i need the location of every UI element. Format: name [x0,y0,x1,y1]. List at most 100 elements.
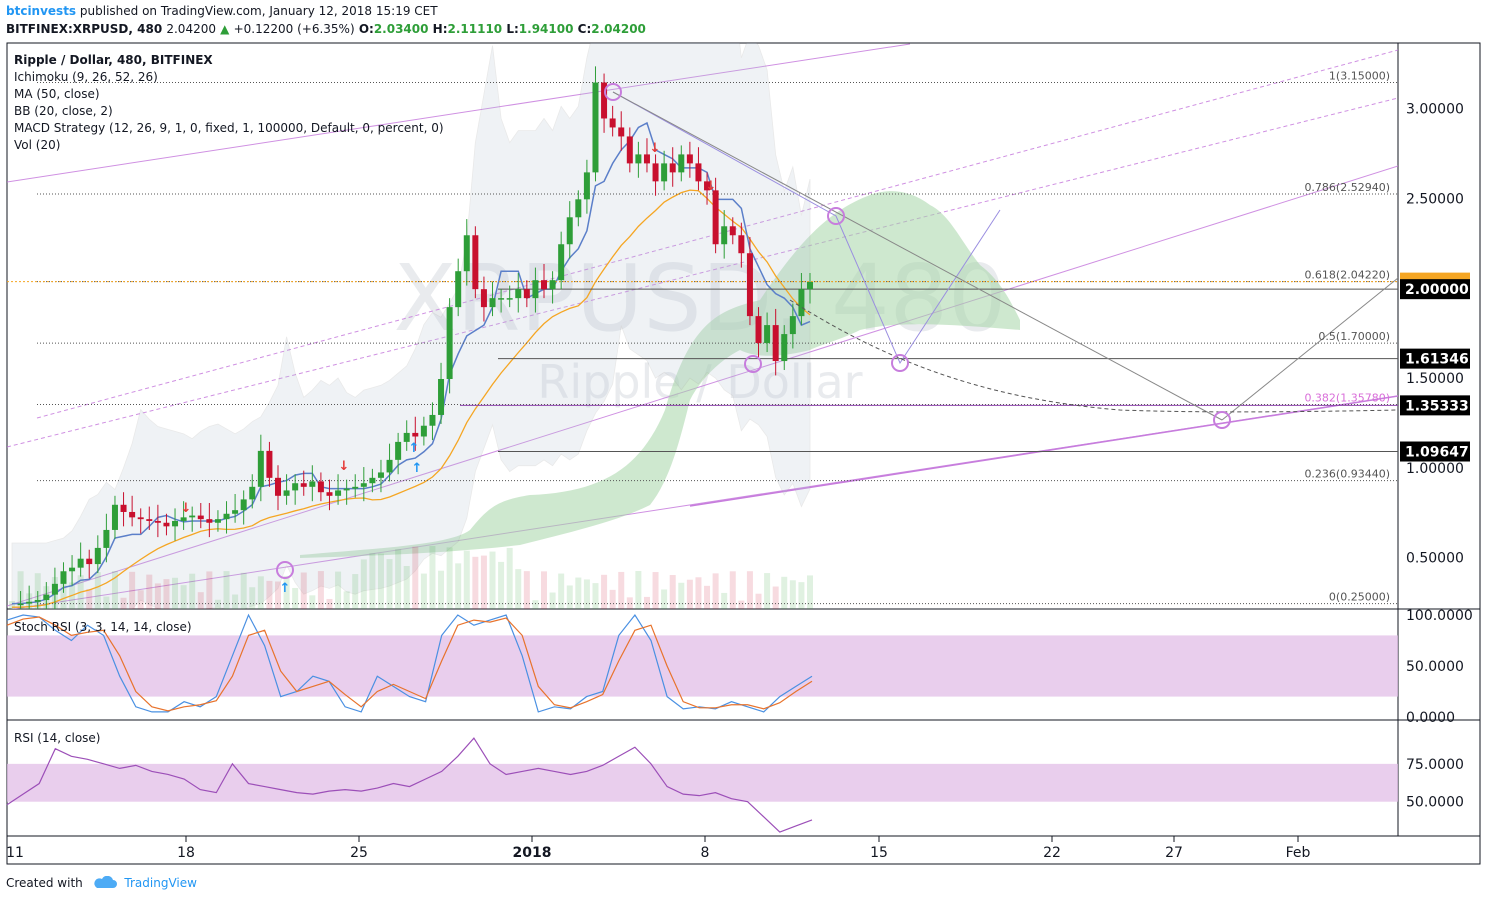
volume-bar [463,550,470,609]
stoch-rsi-label[interactable]: Stoch RSI (3, 3, 14, 14, close) [14,620,192,634]
price-tick-label: 1.50000 [1406,371,1464,387]
candle-body [695,163,702,182]
main-pane [7,43,1398,609]
volume-bar [446,547,453,609]
legend-macd-strategy[interactable]: MACD Strategy (12, 26, 9, 1, 0, fixed, 1… [14,121,444,135]
volume-bar [764,573,771,609]
ichimoku-base-line [12,121,811,605]
volume-bar [343,591,350,609]
candle-body [532,280,539,299]
rsi-line [6,737,813,833]
volume-bar [86,589,93,609]
publish-line: btcinvests published on TradingView.com,… [6,4,438,18]
candle-body [618,127,625,137]
volume-bar [94,572,101,609]
candle-body [712,190,719,245]
candle-body [446,307,453,380]
candle-body [266,450,273,478]
volume-bar [172,577,179,609]
candle-body [292,483,299,491]
volume-bar [438,570,445,609]
legend-title: Ripple / Dollar, 480, BITFINEX [14,53,213,67]
candle-body [592,82,599,173]
time-tick-label: 18 [177,845,195,861]
time-tick-label: 8 [701,845,710,861]
volume-bar [558,573,565,609]
rsi-tick-label: 75.0000 [1406,757,1464,773]
candle-body [26,601,33,604]
volume-bar [369,553,376,609]
candle-body [360,483,367,487]
fib-level-label: 0.236(0.93440) [1304,468,1390,481]
price-tick-label: 2.50000 [1406,191,1464,207]
rsi-label[interactable]: RSI (14, close) [14,731,101,745]
volume-bar [9,601,15,609]
candle-body [472,235,479,290]
volume-bar [592,583,599,609]
candle-body [609,118,616,128]
time-tick-label: 25 [350,845,368,861]
tradingview-brand[interactable]: TradingView [124,876,197,890]
volume-bar [506,547,513,609]
volume-bar [266,580,273,609]
candle-body [120,504,127,512]
volume-bar [618,571,625,609]
legend-volume[interactable]: Vol (20) [14,138,61,152]
volume-bar [232,594,239,609]
legend-ma[interactable]: MA (50, close) [14,87,100,101]
volume-bar [755,593,762,609]
candle-body [317,481,324,493]
stoch-tick-label: 100.0000 [1406,608,1473,624]
volume-bar [395,549,402,609]
volume-bar [798,582,805,609]
high-label: H: [432,22,448,36]
candle-body [541,280,547,290]
candle-body [781,334,788,362]
author-link[interactable]: btcinvests [6,4,77,18]
candle-body [669,163,676,173]
buy-arrow-icon: ↑ [280,581,291,596]
volume-bar [103,596,110,609]
candle-body [798,289,805,317]
volume-bar [429,546,436,609]
candle-body [583,172,590,200]
candle-body [180,517,187,521]
candle-body [154,520,161,523]
rsi-tick-label: 50.0000 [1406,795,1464,811]
chart-frame [6,42,1481,865]
candle-body [558,244,565,281]
volume-bar [120,597,127,609]
candle-body [575,199,582,218]
volume-bar [609,589,616,609]
candle-body [480,289,487,308]
channel-line [36,49,1398,419]
candle-body [172,520,179,527]
fib-level-label: 0(0.25000) [1329,591,1390,604]
candle-body [111,504,118,530]
legend-ichimoku[interactable]: Ichimoku (9, 26, 52, 26) [14,70,158,84]
last-price: 2.04200 [166,22,216,36]
volume-bar [523,571,530,609]
pivot-circle [1213,411,1231,429]
candle-body [746,253,753,317]
candle-body [678,154,685,173]
legend-bb[interactable]: BB (20, close, 2) [14,104,113,118]
pivot-circle [891,354,909,372]
volume-bar [206,571,213,609]
price-tick-label: 1.00000 [1406,461,1464,477]
candle-body [352,486,359,489]
volume-bar [352,574,359,609]
volume-bar [704,585,711,609]
time-tick-label: 15 [870,845,888,861]
volume-bar [154,583,161,609]
close-label: C: [577,22,592,36]
bollinger-band [11,43,811,609]
volume-bar [652,572,659,609]
candle-body [60,571,67,584]
candle-body [626,136,633,164]
candle-body [146,519,153,521]
candle-body [94,547,101,565]
candle-body [506,298,513,300]
price-tick-label: 3.00000 [1406,101,1464,117]
